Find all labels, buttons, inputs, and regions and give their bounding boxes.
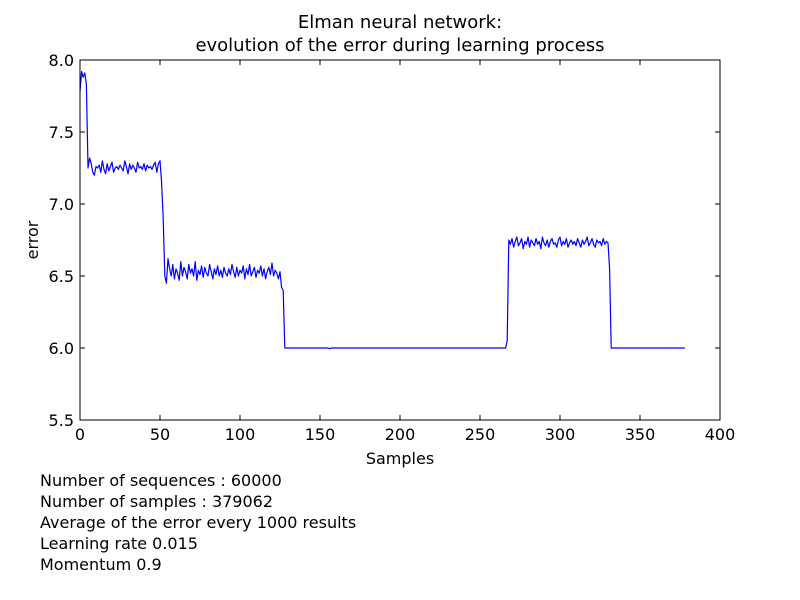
x-tick-label: 0 <box>75 425 85 444</box>
error-series-line <box>79 70 685 350</box>
y-tick-label: 7.5 <box>49 123 74 142</box>
x-tick-label: 150 <box>305 425 336 444</box>
x-tick-label: 50 <box>150 425 170 444</box>
note-samples: Number of samples : 379062 <box>40 492 274 511</box>
axes-frame <box>79 59 721 421</box>
y-axis-label: error <box>23 220 42 259</box>
y-tick-label: 6.5 <box>49 267 74 286</box>
y-tick-label: 5.5 <box>49 411 74 430</box>
chart-subtitle: evolution of the error during learning p… <box>195 35 605 56</box>
note-momentum: Momentum 0.9 <box>40 555 162 574</box>
x-tick-label: 350 <box>625 425 656 444</box>
x-tick-label: 300 <box>545 425 576 444</box>
x-tick-label: 250 <box>465 425 496 444</box>
y-tick-label: 8.0 <box>49 51 74 70</box>
x-tick-label: 100 <box>225 425 256 444</box>
x-axis-label: Samples <box>366 449 434 468</box>
note-learning-rate: Learning rate 0.015 <box>40 534 198 553</box>
x-tick-label: 200 <box>385 425 416 444</box>
training-notes: Number of sequences : 60000 Number of sa… <box>40 470 356 575</box>
chart-title: Elman neural network: <box>297 12 503 33</box>
y-tick-label: 6.0 <box>49 339 74 358</box>
note-averaging: Average of the error every 1000 results <box>40 513 357 532</box>
note-sequences: Number of sequences : 60000 <box>40 471 282 490</box>
x-tick-label: 400 <box>705 425 736 444</box>
y-tick-label: 7.0 <box>49 195 74 214</box>
